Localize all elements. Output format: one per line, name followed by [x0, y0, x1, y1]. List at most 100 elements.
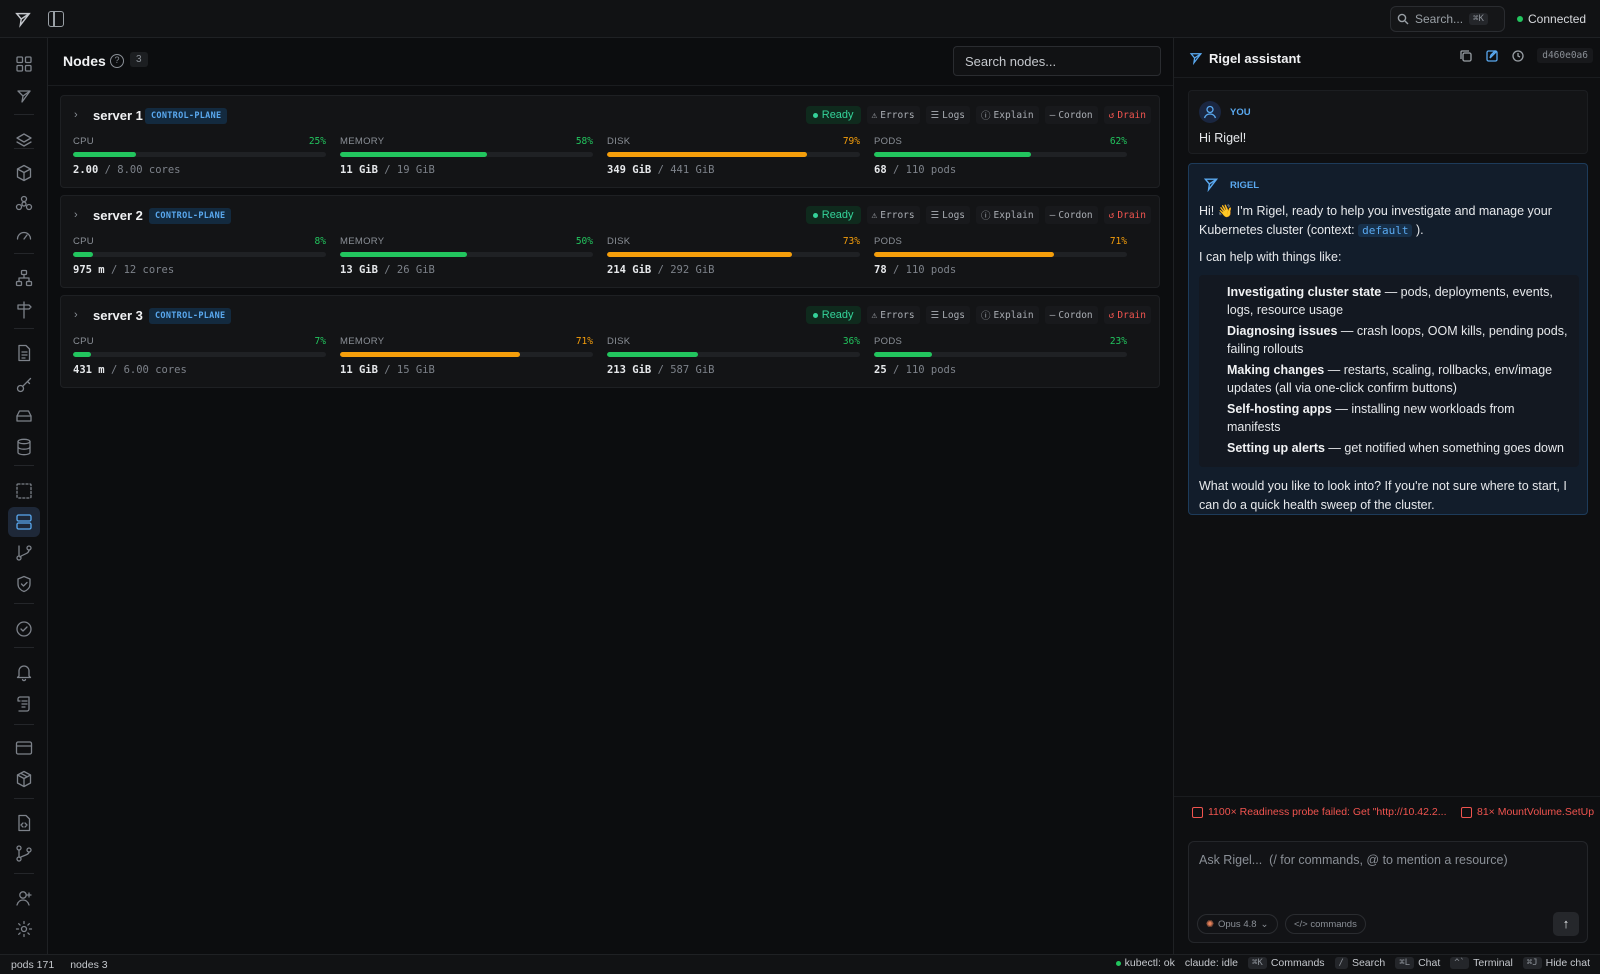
- metric-percent: 71%: [1109, 236, 1127, 247]
- metric-bar-fill: [874, 352, 933, 357]
- cluster-icon[interactable]: [14, 194, 34, 214]
- metric-value: 11 GiB / 19 GiB: [340, 164, 593, 176]
- cube-icon[interactable]: [14, 163, 34, 183]
- rigel-icon[interactable]: [14, 86, 34, 106]
- git-branch-icon[interactable]: [14, 543, 34, 563]
- event-item[interactable]: 81× MountVolume.SetUp: [1461, 806, 1594, 818]
- metric-used: 349 GiB: [607, 164, 652, 176]
- errors-button[interactable]: ⚠ Errors: [866, 306, 920, 324]
- assistant-intro-end: ).: [1415, 222, 1424, 237]
- cordon-button[interactable]: – Cordon: [1044, 106, 1098, 124]
- metric-bar: [874, 252, 1127, 257]
- explain-button[interactable]: ⓘ Explain: [976, 106, 1039, 124]
- history-icon[interactable]: [1511, 49, 1525, 63]
- gauge-icon[interactable]: [14, 225, 34, 245]
- file-code-icon[interactable]: [14, 813, 34, 833]
- metric-pods: PODS 62% 68 / 110 pods: [874, 136, 1127, 176]
- user-label: YOU: [1230, 107, 1251, 118]
- shortcut-hint[interactable]: ^` Terminal: [1450, 957, 1513, 969]
- metric-bar-fill: [340, 152, 487, 157]
- sidebar-toggle-icon[interactable]: [48, 11, 64, 27]
- event-item[interactable]: 1100× Readiness probe failed: Get "http:…: [1192, 806, 1447, 818]
- copy-icon[interactable]: [1459, 49, 1473, 63]
- capability-item: Making changes — restarts, scaling, roll…: [1227, 361, 1569, 398]
- metric-used: 975 m: [73, 264, 105, 276]
- shield-icon[interactable]: [14, 574, 34, 594]
- context-chip[interactable]: default: [1358, 223, 1413, 237]
- drain-button[interactable]: ↺ Drain: [1103, 106, 1151, 124]
- logs-button[interactable]: ☰ Logs: [925, 106, 971, 124]
- nodes-panel: Nodes ? 3 ›server 1CONTROL-PLANEReady⚠Er…: [48, 38, 1173, 954]
- rigel-logo-icon[interactable]: [14, 10, 32, 28]
- logs-button[interactable]: ☰ Logs: [925, 306, 971, 324]
- shortcut-hint[interactable]: / Search: [1334, 957, 1385, 969]
- ready-dot: [812, 112, 818, 118]
- grid-icon[interactable]: [14, 54, 34, 74]
- explain-button[interactable]: ⓘ Explain: [976, 206, 1039, 224]
- layers-icon[interactable]: [14, 131, 34, 151]
- database-icon[interactable]: [14, 437, 34, 457]
- capability-title: Investigating cluster state: [1227, 284, 1382, 299]
- file-icon[interactable]: [14, 343, 34, 363]
- shortcut-hint[interactable]: ⌘J Hide chat: [1522, 957, 1590, 969]
- global-search-button[interactable]: Search... ⌘K: [1390, 6, 1505, 32]
- warning-icon: ⚠: [871, 209, 878, 221]
- key-icon[interactable]: [14, 375, 34, 395]
- help-circle-icon: ⓘ: [981, 111, 991, 122]
- shortcut-hint[interactable]: ⌘L Chat: [1395, 957, 1440, 969]
- drain-button[interactable]: ↺ Drain: [1103, 206, 1151, 224]
- metric-total: / 15 GiB: [384, 364, 435, 376]
- model-label: Opus 4.8: [1217, 918, 1257, 930]
- node-search-input[interactable]: [953, 46, 1161, 76]
- metric-bar: [874, 152, 1127, 157]
- ready-dot: [812, 312, 818, 318]
- help-icon[interactable]: ?: [110, 54, 124, 68]
- metric-percent: 7%: [314, 336, 326, 347]
- metric-memory: MEMORY 50% 13 GiB / 26 GiB: [340, 236, 593, 276]
- event-ticker: 1100× Readiness probe failed: Get "http:…: [1174, 796, 1600, 826]
- cordon-button[interactable]: – Cordon: [1044, 206, 1098, 224]
- signpost-icon[interactable]: [14, 300, 34, 320]
- git-fork-icon[interactable]: [14, 844, 34, 864]
- node-name[interactable]: server 2: [93, 208, 143, 223]
- drive-icon[interactable]: [14, 406, 34, 426]
- user-icon[interactable]: [14, 888, 34, 908]
- logs-button[interactable]: ☰ Logs: [925, 206, 971, 224]
- metric-value: 13 GiB / 26 GiB: [340, 264, 593, 276]
- chevron-right-icon[interactable]: ›: [74, 109, 78, 121]
- shortcut-hint[interactable]: ⌘K Commands: [1248, 957, 1325, 969]
- network-icon[interactable]: [14, 268, 34, 288]
- model-selector[interactable]: ✺ Opus 4.8 ⌄: [1197, 914, 1278, 934]
- scroll-icon[interactable]: [14, 694, 34, 714]
- check-circle-icon[interactable]: [14, 619, 34, 639]
- package-icon[interactable]: [14, 769, 34, 789]
- metric-used: 2.00: [73, 164, 99, 176]
- drain-button[interactable]: ↺ Drain: [1103, 306, 1151, 324]
- new-chat-icon[interactable]: [1485, 49, 1499, 63]
- commands-button[interactable]: </> commands: [1285, 914, 1366, 934]
- node-name[interactable]: server 3: [93, 308, 143, 323]
- chat-input[interactable]: [1189, 842, 1587, 902]
- send-button[interactable]: ↑: [1553, 912, 1579, 936]
- settings-icon[interactable]: [14, 919, 34, 939]
- explain-button[interactable]: ⓘ Explain: [976, 306, 1039, 324]
- capability-title: Making changes: [1227, 362, 1325, 377]
- window-icon[interactable]: [14, 738, 34, 758]
- cordon-label: Cordon: [1058, 209, 1093, 221]
- node-name[interactable]: server 1: [93, 108, 143, 123]
- cordon-button[interactable]: – Cordon: [1044, 306, 1098, 324]
- server-icon[interactable]: [14, 512, 34, 532]
- metric-cpu: CPU 25% 2.00 / 8.00 cores: [73, 136, 326, 176]
- errors-button[interactable]: ⚠ Errors: [866, 206, 920, 224]
- metric-bar: [73, 152, 326, 157]
- metric-total: / 26 GiB: [384, 264, 435, 276]
- select-icon[interactable]: [14, 481, 34, 501]
- explain-label: Explain: [993, 109, 1034, 121]
- metric-bar-fill: [874, 152, 1031, 157]
- chevron-right-icon[interactable]: ›: [74, 209, 78, 221]
- capability-item: Self-hosting apps — installing new workl…: [1227, 400, 1569, 437]
- bell-icon[interactable]: [14, 662, 34, 682]
- metric-bar-fill: [607, 152, 807, 157]
- errors-button[interactable]: ⚠ Errors: [866, 106, 920, 124]
- chevron-right-icon[interactable]: ›: [74, 309, 78, 321]
